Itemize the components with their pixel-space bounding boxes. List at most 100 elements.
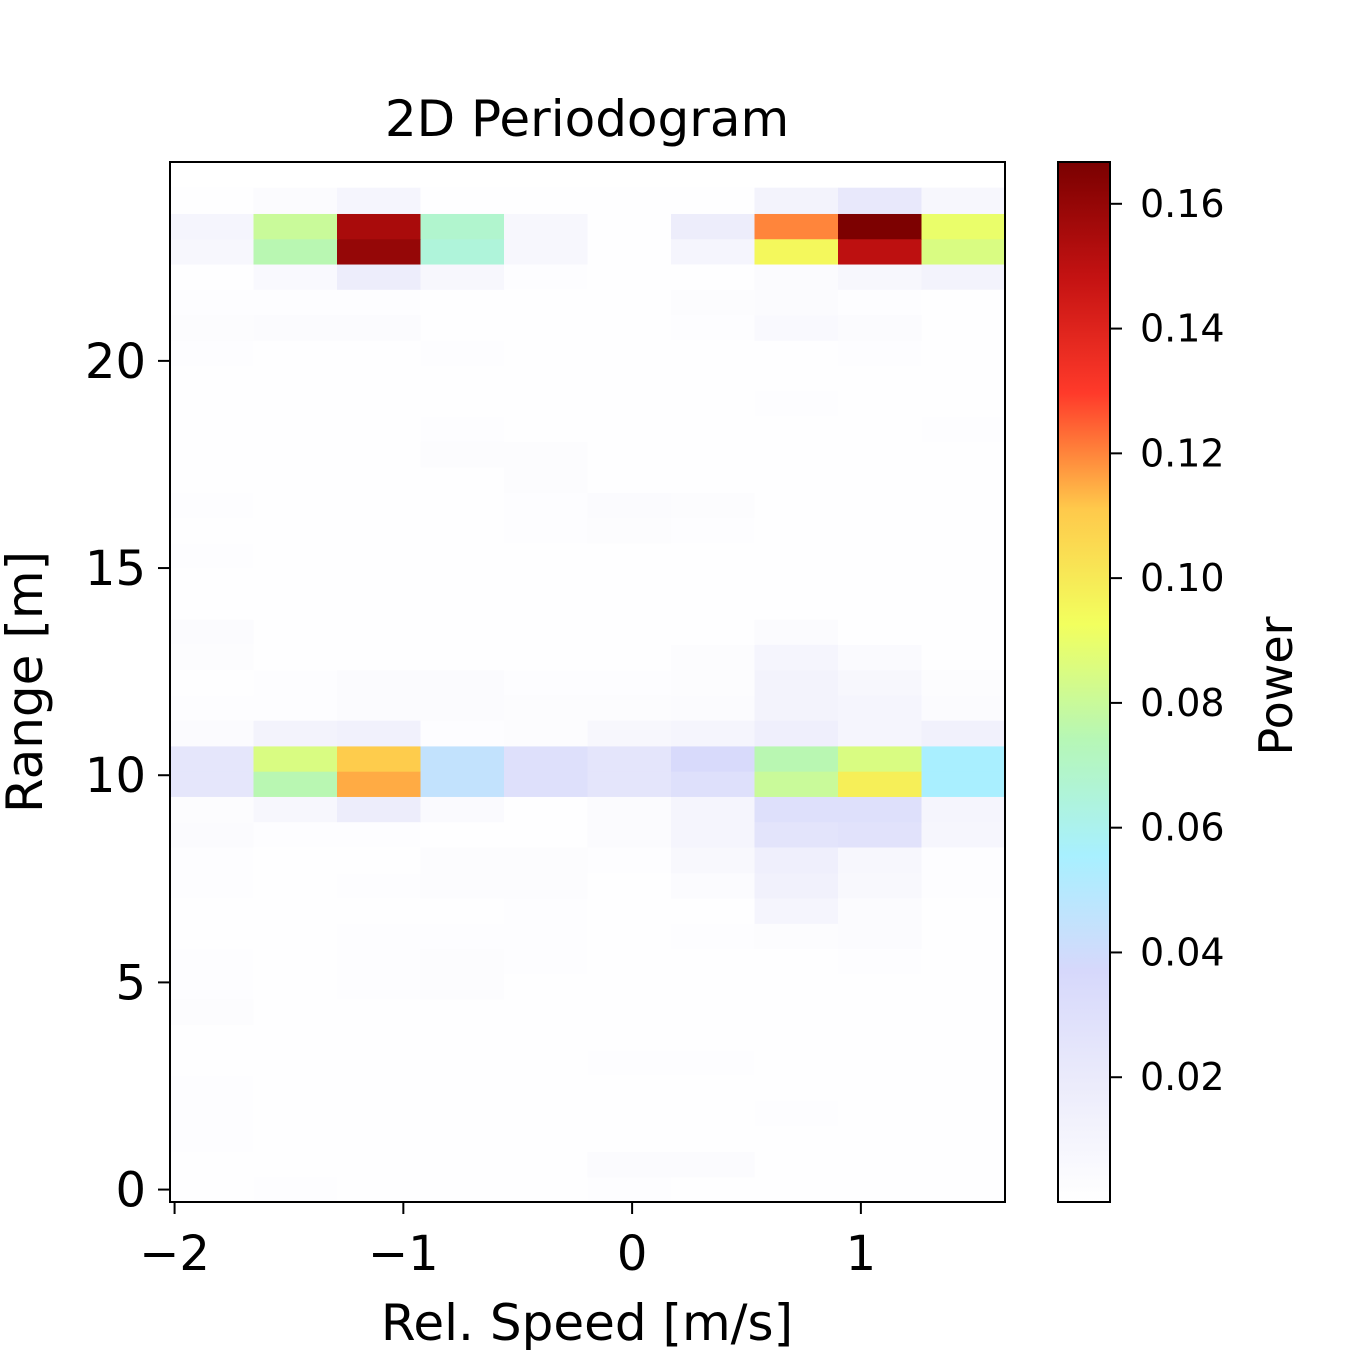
heatmap-cell xyxy=(838,771,923,797)
heatmap-cell xyxy=(671,1151,756,1178)
heatmap-cell xyxy=(504,517,589,544)
heatmap-cell xyxy=(420,466,505,493)
heatmap-cell xyxy=(420,187,505,214)
heatmap-cell xyxy=(420,923,505,950)
colorbar-tick-label: 0.02 xyxy=(1140,1055,1225,1099)
heatmap-cell xyxy=(754,745,839,772)
heatmap-cell xyxy=(838,1100,923,1127)
heatmap-cell xyxy=(420,390,505,417)
heatmap-cell xyxy=(504,238,589,265)
heatmap-cell xyxy=(253,1049,338,1076)
heatmap-cell xyxy=(420,846,505,874)
heatmap-cell xyxy=(504,415,589,442)
heatmap-cell xyxy=(921,314,1006,341)
heatmap-cell xyxy=(671,340,756,367)
heatmap-cell xyxy=(838,745,923,772)
heatmap-cell xyxy=(838,669,923,696)
heatmap-cell xyxy=(337,644,422,671)
heatmap-cell xyxy=(587,745,672,772)
heatmap-cell xyxy=(587,238,672,265)
x-tick-label: −1 xyxy=(368,1226,439,1282)
heatmap-cell xyxy=(921,492,1006,519)
heatmap-cell xyxy=(587,694,672,721)
heatmap-cell xyxy=(420,1024,505,1051)
y-tick-label: 15 xyxy=(85,541,146,597)
heatmap-cell xyxy=(587,973,672,1000)
heatmap-cell xyxy=(170,796,255,823)
heatmap-cell xyxy=(337,263,422,290)
heatmap-cell xyxy=(921,1075,1006,1102)
heatmap-cell xyxy=(838,973,923,1000)
colorbar-tick-label: 0.04 xyxy=(1140,930,1225,974)
heatmap-cell xyxy=(420,619,505,645)
heatmap-cell xyxy=(420,771,505,797)
heatmap-cell xyxy=(504,771,589,797)
heatmap-cell xyxy=(504,846,589,874)
heatmap-cell xyxy=(671,669,756,696)
heatmap-cell xyxy=(420,415,505,442)
heatmap-cell xyxy=(921,846,1006,874)
heatmap-cell xyxy=(337,466,422,493)
heatmap-cell xyxy=(253,897,338,924)
heatmap-cell xyxy=(337,1049,422,1076)
heatmap-cell xyxy=(754,923,839,950)
heatmap-cell xyxy=(754,1049,839,1076)
heatmap-cell xyxy=(587,365,672,392)
heatmap-cell xyxy=(420,441,505,468)
heatmap-cell xyxy=(253,948,338,975)
heatmap-cell xyxy=(921,466,1006,493)
heatmap-cell xyxy=(754,466,839,493)
heatmap-cell xyxy=(838,593,923,620)
heatmap-cell xyxy=(671,390,756,417)
heatmap-cell xyxy=(921,1100,1006,1127)
heatmap-cell xyxy=(587,897,672,924)
heatmap-cell xyxy=(253,1176,338,1203)
heatmap-cell xyxy=(671,821,756,848)
heatmap-cell xyxy=(420,1151,505,1178)
heatmap-cell xyxy=(671,1024,756,1051)
heatmap-cell xyxy=(420,263,505,290)
heatmap-cell xyxy=(170,1176,255,1203)
heatmap-cell xyxy=(921,644,1006,671)
heatmap-cell xyxy=(420,289,505,316)
heatmap-cell xyxy=(337,441,422,468)
heatmap-cell xyxy=(504,998,589,1026)
heatmap-cell xyxy=(337,492,422,519)
heatmap-cell xyxy=(754,213,839,240)
heatmap-cell xyxy=(504,1024,589,1051)
heatmap-cell xyxy=(420,1125,505,1153)
heatmap-cell xyxy=(337,821,422,848)
heatmap-cell xyxy=(337,669,422,696)
heatmap-cell xyxy=(754,872,839,899)
heatmap-cell xyxy=(420,542,505,569)
heatmap-cell xyxy=(420,1049,505,1076)
heatmap-cell xyxy=(170,390,255,417)
heatmap-cell xyxy=(587,948,672,975)
heatmap-cell xyxy=(504,365,589,392)
heatmap-cell xyxy=(504,897,589,924)
heatmap-cell xyxy=(504,492,589,519)
heatmap-cell xyxy=(420,517,505,544)
heatmap-cell xyxy=(671,517,756,544)
heatmap-cell xyxy=(253,796,338,823)
heatmap-cell xyxy=(170,846,255,874)
heatmap-cell xyxy=(754,1176,839,1203)
heatmap-cell xyxy=(504,314,589,341)
heatmap-cell xyxy=(838,187,923,214)
heatmap-cell xyxy=(838,492,923,519)
heatmap-cell xyxy=(671,1125,756,1153)
heatmap-cell xyxy=(838,314,923,341)
heatmap-cell xyxy=(504,1049,589,1076)
heatmap-cell xyxy=(337,796,422,823)
heatmap-cell xyxy=(754,720,839,747)
heatmap-cell xyxy=(253,492,338,519)
heatmap-cell xyxy=(337,187,422,214)
heatmap-cell xyxy=(587,390,672,417)
heatmap-cell xyxy=(921,1049,1006,1076)
heatmap-cell xyxy=(838,365,923,392)
heatmap-cell xyxy=(921,720,1006,747)
colorbar-tick-label: 0.10 xyxy=(1140,556,1225,600)
heatmap-cell xyxy=(170,187,255,214)
heatmap-cell xyxy=(420,238,505,265)
